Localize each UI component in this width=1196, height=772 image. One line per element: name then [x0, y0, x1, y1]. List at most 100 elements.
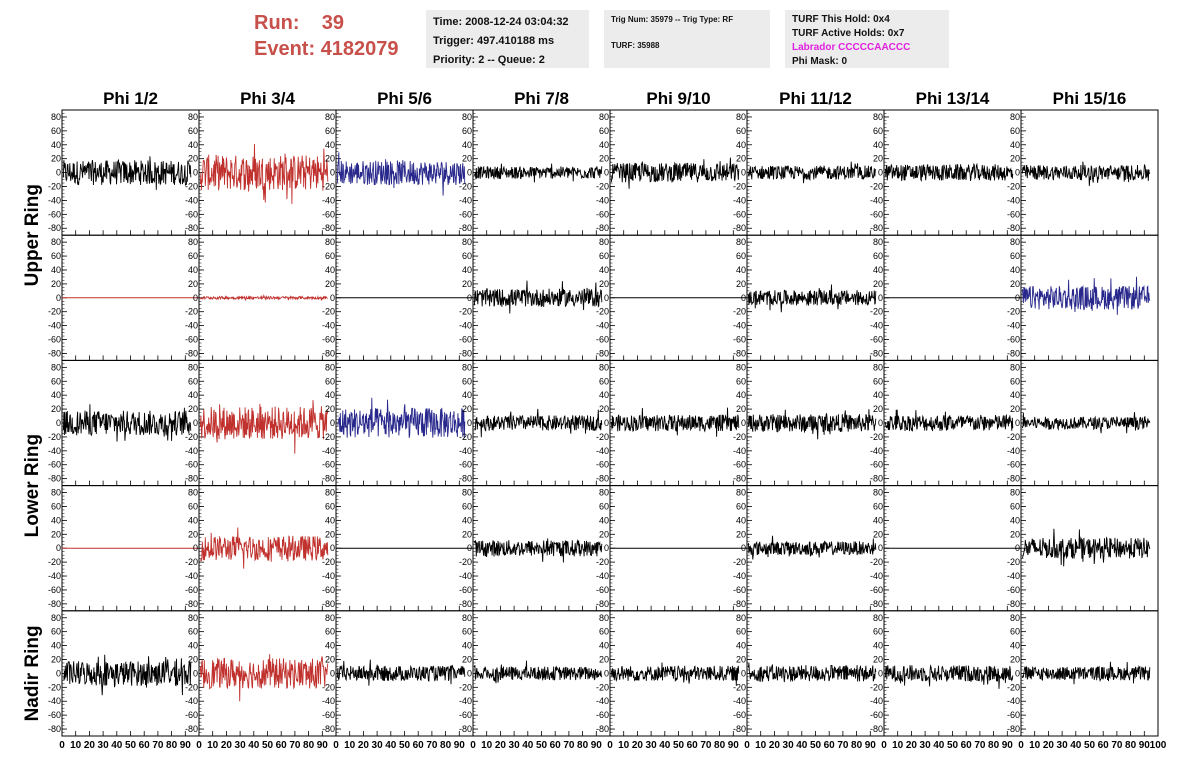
y-tick-label: -60 [733, 335, 746, 345]
y-tick-label: -80 [1007, 599, 1020, 609]
waveform-line [747, 284, 877, 313]
x-tick-label: 40 [385, 740, 397, 751]
y-tick-label: -80 [733, 724, 746, 734]
y-tick-label: -20 [322, 307, 335, 317]
waveform-line [1021, 276, 1151, 315]
y-tick-label: -60 [1007, 710, 1020, 720]
y-tick-label: 20 [599, 154, 609, 164]
y-tick-label: -80 [185, 348, 198, 358]
y-tick-label: 0 [1015, 293, 1020, 303]
y-tick-label: -20 [322, 682, 335, 692]
y-tick-label: 0 [604, 668, 609, 678]
y-tick-label: 40 [325, 390, 335, 400]
y-tick-label: 40 [736, 140, 746, 150]
y-tick-label: -40 [185, 195, 198, 205]
y-tick-label: 60 [462, 376, 472, 386]
y-tick-label: 40 [873, 140, 883, 150]
y-tick-label: 80 [325, 362, 335, 372]
y-tick-label: -40 [459, 696, 472, 706]
y-tick-label: -40 [185, 446, 198, 456]
y-tick-label: -40 [870, 321, 883, 331]
y-tick-label: -40 [459, 571, 472, 581]
x-tick-label: 10 [481, 740, 493, 751]
y-tick-label: 0 [467, 293, 472, 303]
y-tick-label: -20 [185, 182, 198, 192]
y-tick-label: -40 [322, 321, 335, 331]
y-tick-label: 20 [325, 404, 335, 414]
y-tick-label: 80 [462, 112, 472, 122]
y-tick-label: -80 [733, 223, 746, 233]
x-tick-label: 30 [98, 740, 110, 751]
y-tick-label: 0 [604, 293, 609, 303]
waveform-line [610, 407, 740, 437]
y-tick-label: 60 [1010, 376, 1020, 386]
y-tick-label: 20 [599, 279, 609, 289]
y-tick-label: -40 [733, 195, 746, 205]
y-tick-label: -20 [733, 307, 746, 317]
x-tick-label: 90 [865, 740, 877, 751]
y-tick-label: -20 [322, 557, 335, 567]
y-tick-label: -80 [322, 724, 335, 734]
y-tick-label: -60 [48, 585, 61, 595]
y-tick-label: 40 [873, 390, 883, 400]
y-tick-label: -80 [596, 724, 609, 734]
y-tick-label: 20 [736, 279, 746, 289]
y-tick-label: -20 [48, 307, 61, 317]
y-tick-label: -80 [1007, 474, 1020, 484]
x-tick-label: 20 [906, 740, 918, 751]
y-tick-label: 40 [1010, 515, 1020, 525]
y-tick-label: 20 [325, 154, 335, 164]
y-tick-label: -80 [48, 724, 61, 734]
y-tick-label: 80 [1010, 112, 1020, 122]
y-tick-label: 40 [51, 265, 61, 275]
y-tick-label: 80 [599, 613, 609, 623]
y-tick-label: -40 [596, 195, 609, 205]
trigger-info-box: Trig Num: 35979 -- Trig Type: RF TURF: 3… [604, 10, 770, 68]
y-tick-label: -80 [48, 348, 61, 358]
y-tick-label: 80 [188, 613, 198, 623]
y-tick-label: 60 [1010, 627, 1020, 637]
y-tick-label: 80 [599, 488, 609, 498]
y-tick-label: -40 [1007, 321, 1020, 331]
y-tick-label: -40 [48, 696, 61, 706]
y-tick-label: 60 [462, 627, 472, 637]
x-tick-label: 10 [892, 740, 904, 751]
y-tick-label: 40 [873, 515, 883, 525]
y-tick-label: -80 [596, 223, 609, 233]
y-tick-label: 60 [599, 376, 609, 386]
waveform-line [473, 538, 603, 563]
y-tick-label: -80 [48, 474, 61, 484]
y-tick-label: 0 [193, 668, 198, 678]
y-tick-label: 80 [188, 362, 198, 372]
y-tick-label: -60 [48, 460, 61, 470]
y-tick-label: 0 [1015, 543, 1020, 553]
x-tick-label: 20 [358, 740, 370, 751]
y-tick-label: 80 [873, 488, 883, 498]
y-tick-label: -20 [48, 432, 61, 442]
y-tick-label: -60 [459, 585, 472, 595]
y-tick-label: -80 [1007, 724, 1020, 734]
y-tick-label: 60 [1010, 501, 1020, 511]
y-tick-label: -60 [870, 585, 883, 595]
y-tick-label: 40 [1010, 140, 1020, 150]
y-tick-label: 20 [462, 279, 472, 289]
column-title: Phi 9/10 [646, 89, 710, 108]
y-tick-label: -80 [185, 724, 198, 734]
y-tick-label: 80 [1010, 613, 1020, 623]
x-tick-label: 90 [591, 740, 603, 751]
y-tick-label: 40 [188, 140, 198, 150]
waveform-line [747, 161, 877, 184]
y-tick-label: 40 [325, 140, 335, 150]
x-tick-label: 10 [70, 740, 82, 751]
x-tick-label: 40 [248, 740, 260, 751]
turf-active-text: TURF Active Holds: 0x7 [792, 28, 905, 39]
y-tick-label: -40 [459, 321, 472, 331]
y-tick-label: 0 [741, 668, 746, 678]
x-tick-label: 100 [1150, 740, 1167, 751]
y-tick-label: -40 [1007, 446, 1020, 456]
y-tick-label: 80 [462, 362, 472, 372]
y-tick-label: -40 [459, 195, 472, 205]
x-tick-label: 40 [933, 740, 945, 751]
y-tick-label: 60 [462, 126, 472, 136]
turf-info-box: TURF This Hold: 0x4 TURF Active Holds: 0… [785, 10, 949, 68]
